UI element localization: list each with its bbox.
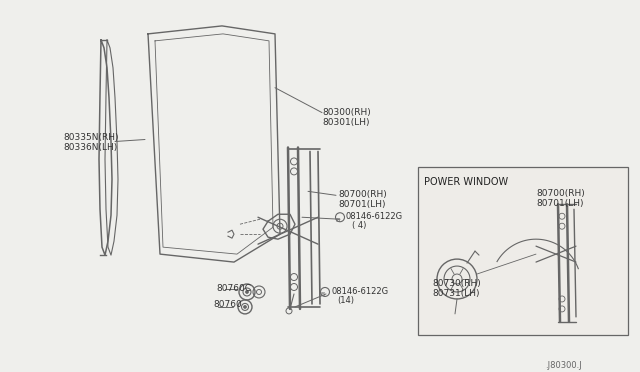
Circle shape — [243, 305, 246, 308]
Text: B: B — [321, 292, 324, 298]
Bar — [418, 167, 628, 335]
Text: 80731(LH): 80731(LH) — [432, 289, 479, 298]
Text: .J80300.J: .J80300.J — [545, 361, 582, 370]
Text: 80730(RH): 80730(RH) — [432, 279, 481, 288]
Text: POWER WINDOW: POWER WINDOW — [424, 177, 508, 187]
Text: (14): (14) — [337, 296, 354, 305]
Text: 08146-6122G: 08146-6122G — [331, 287, 388, 296]
Circle shape — [246, 291, 248, 294]
Text: B: B — [335, 218, 340, 223]
Text: 80336N(LH): 80336N(LH) — [63, 142, 117, 151]
Text: 08146-6122G: 08146-6122G — [346, 212, 403, 221]
Text: 80760C: 80760C — [216, 284, 251, 293]
Text: 80700(RH): 80700(RH) — [536, 189, 585, 198]
Text: 80701(LH): 80701(LH) — [338, 200, 385, 209]
Text: 80300(RH): 80300(RH) — [322, 108, 371, 117]
Text: 80760: 80760 — [213, 300, 242, 309]
Text: 80700(RH): 80700(RH) — [338, 190, 387, 199]
Text: ( 4): ( 4) — [352, 221, 366, 230]
Text: 80301(LH): 80301(LH) — [322, 118, 369, 126]
Text: 80701(LH): 80701(LH) — [536, 199, 584, 208]
Text: 80335N(RH): 80335N(RH) — [63, 132, 118, 141]
